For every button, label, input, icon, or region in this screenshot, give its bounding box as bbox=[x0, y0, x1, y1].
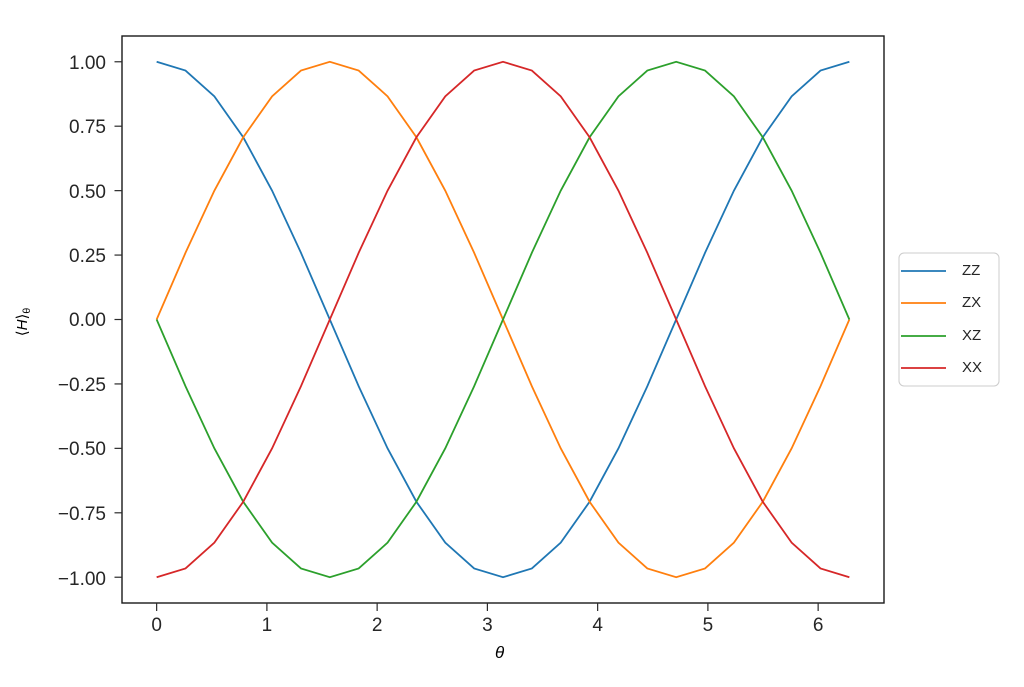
svg-text:⟨H⟩θ: ⟨H⟩θ bbox=[14, 308, 33, 337]
